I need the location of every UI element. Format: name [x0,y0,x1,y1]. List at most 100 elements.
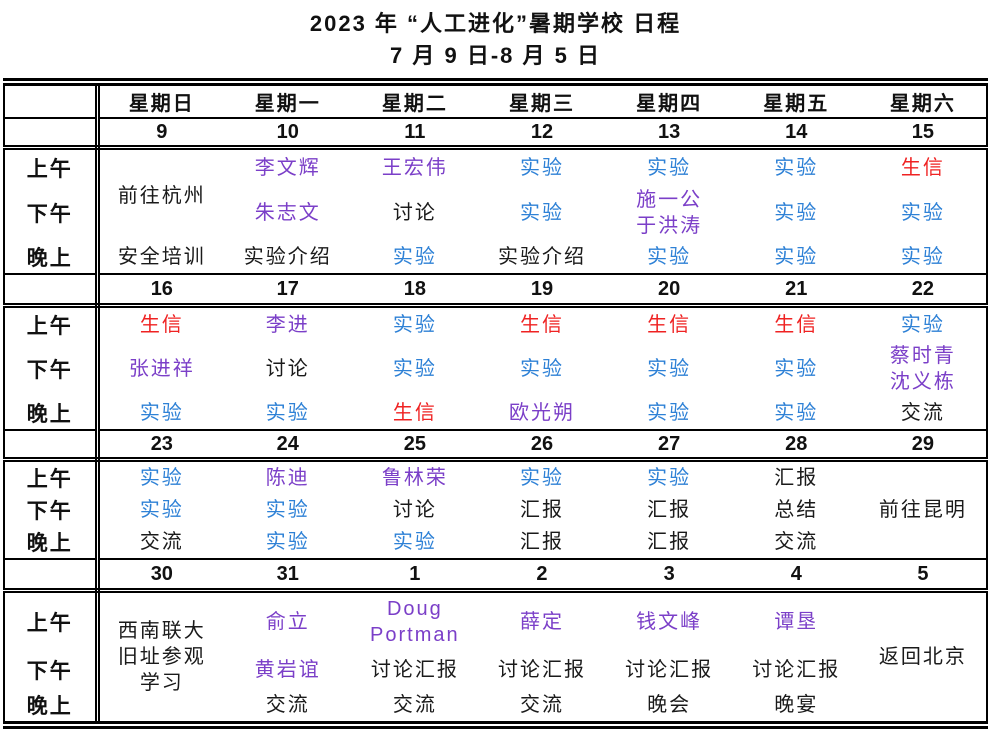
date-row: 16 17 18 19 20 21 22 [4,272,987,309]
date-cell: 16 [97,272,225,309]
schedule-cell: 实验 [900,245,945,268]
schedule-cell: 实验 [519,201,564,224]
schedule-cell: 李进 [265,314,310,337]
date-cell: 19 [478,272,606,309]
schedule-cell: 实验 [774,156,819,179]
schedule-cell: 实验 [647,245,692,268]
date-cell: 29 [859,428,987,463]
schedule-cell: 张进祥 [128,358,195,381]
time-label-pm: 下午 [4,184,100,241]
schedule-cell: 实验 [774,245,819,268]
time-label-pm: 下午 [4,341,100,397]
schedule-cell: 钱文峰 [636,611,703,634]
date-cell: 2 [478,558,606,593]
corner-cell [4,81,100,119]
schedule-cell: 实验 [774,401,819,424]
date-cell: 23 [97,428,225,463]
schedule-cell: 实验 [900,201,945,224]
schedule-cell: 晚会 [647,694,692,717]
date-cell: 22 [859,272,987,309]
am-row: 上午 西南联大 旧址参观 学习 俞立 Doug Portman 薛定 钱文峰 谭垦 返回北京 [4,590,987,694]
schedule-cell: 实验介绍 [243,245,332,268]
schedule-cell: 实验 [647,401,692,424]
date-cell: 24 [224,428,352,463]
page-subtitle: 7 月 9 日-8 月 5 日 [390,42,601,68]
weekday-header-1: 星期一 [224,81,352,119]
schedule-cell: 讨论 [392,499,437,522]
pm-row: 下午 实验 实验 讨论 汇报 汇报 总结 [4,494,987,527]
weekday-header-3: 星期三 [478,81,606,119]
time-label-eve: 晚上 [4,689,100,726]
time-label-am: 上午 [4,305,100,342]
date-row-label [4,428,100,463]
schedule-cell: 总结 [774,499,819,522]
date-row: 23 24 25 26 27 28 29 [4,428,987,463]
schedule-cell: 生信 [647,314,692,337]
date-cell: 21 [732,272,860,309]
schedule-cell: 生信 [519,314,564,337]
date-cell: 1 [351,558,479,593]
schedule-cell: 交流 [519,694,564,717]
time-label-eve: 晚上 [4,240,100,274]
date-cell: 26 [478,428,606,463]
schedule-cell: 讨论汇报 [625,659,714,682]
eve-row: 晚上 实验 实验 生信 欧光朔 实验 实验 交流 [4,396,987,430]
schedule-cell: 实验 [519,156,564,179]
pm-row: 下午 黄岩谊 讨论汇报 讨论汇报 讨论汇报 讨论汇报 [4,651,987,690]
schedule-cell: 汇报 [519,499,564,522]
date-cell: 25 [351,428,479,463]
schedule-cell: 实验 [139,401,184,424]
weekday-header-4: 星期四 [605,81,733,119]
schedule-cell: 实验介绍 [497,245,586,268]
schedule-cell: 汇报 [519,531,564,554]
time-label-am: 上午 [4,147,100,185]
schedule-cell: 讨论 [392,201,437,224]
date-cell: 14 [732,116,860,151]
schedule-cell: 生信 [900,156,945,179]
schedule-cell: 俞立 [265,611,310,634]
date-cell: 27 [605,428,733,463]
schedule-cell: 生信 [139,314,184,337]
schedule-cell: 返回北京 [878,646,967,669]
schedule-cell: 实验 [392,245,437,268]
schedule-cell: 实验 [392,358,437,381]
schedule-cell: 生信 [774,314,819,337]
date-row-label [4,116,100,151]
schedule-cell: 讨论汇报 [752,659,841,682]
time-label-eve: 晚上 [4,526,100,560]
schedule-cell: 交流 [774,531,819,554]
schedule-cell: 实验 [647,358,692,381]
am-row: 上午 生信 李进 实验 生信 生信 生信 实验 [4,305,987,342]
pm-row: 下午 朱志文 讨论 实验 施一公 于洪涛 实验 实验 [4,184,987,241]
schedule-cell: 蔡时青 沈义栋 [889,345,956,394]
date-cell: 11 [351,116,479,151]
schedule-body: 星期日 星期一 星期二 星期三 星期四 星期五 星期六 9 10 11 12 13 14 15 上午 前往杭州… [4,81,987,726]
time-label-am: 上午 [4,459,100,495]
date-cell: 17 [224,272,352,309]
date-row-label [4,558,100,593]
schedule-cell: 实验 [392,531,437,554]
weekday-header-6: 星期六 [859,81,987,119]
time-label-eve: 晚上 [4,396,100,430]
weekday-header-0: 星期日 [97,81,225,119]
schedule-cell: 实验 [519,358,564,381]
date-row-label [4,272,100,309]
am-row: 上午 前往杭州 李文辉 王宏伟 实验 实验 实验 生信 [4,147,987,207]
schedule-cell: 汇报 [774,467,819,490]
schedule-cell: 实验 [265,531,310,554]
date-cell: 31 [224,558,352,593]
schedule-cell: 实验 [900,314,945,337]
schedule-cell: 交流 [392,694,437,717]
schedule-cell: 前往杭州 [117,184,206,207]
date-cell: 5 [859,558,987,593]
time-label-pm: 下午 [4,494,100,527]
schedule-cell: 晚宴 [774,694,819,717]
eve-row: 晚上 交流 交流 交流 晚会 晚宴 [4,689,987,726]
schedule-cell: 生信 [392,401,437,424]
schedule-cell: 黄岩谊 [254,659,321,682]
page-title: 2023 年 “人工进化”暑期学校 日程 [309,11,682,36]
eve-row: 晚上 交流 实验 实验 汇报 汇报 交流 [4,526,987,560]
schedule-cell: 王宏伟 [381,156,448,179]
date-cell: 28 [732,428,860,463]
schedule-cell: 谭垦 [774,611,819,634]
